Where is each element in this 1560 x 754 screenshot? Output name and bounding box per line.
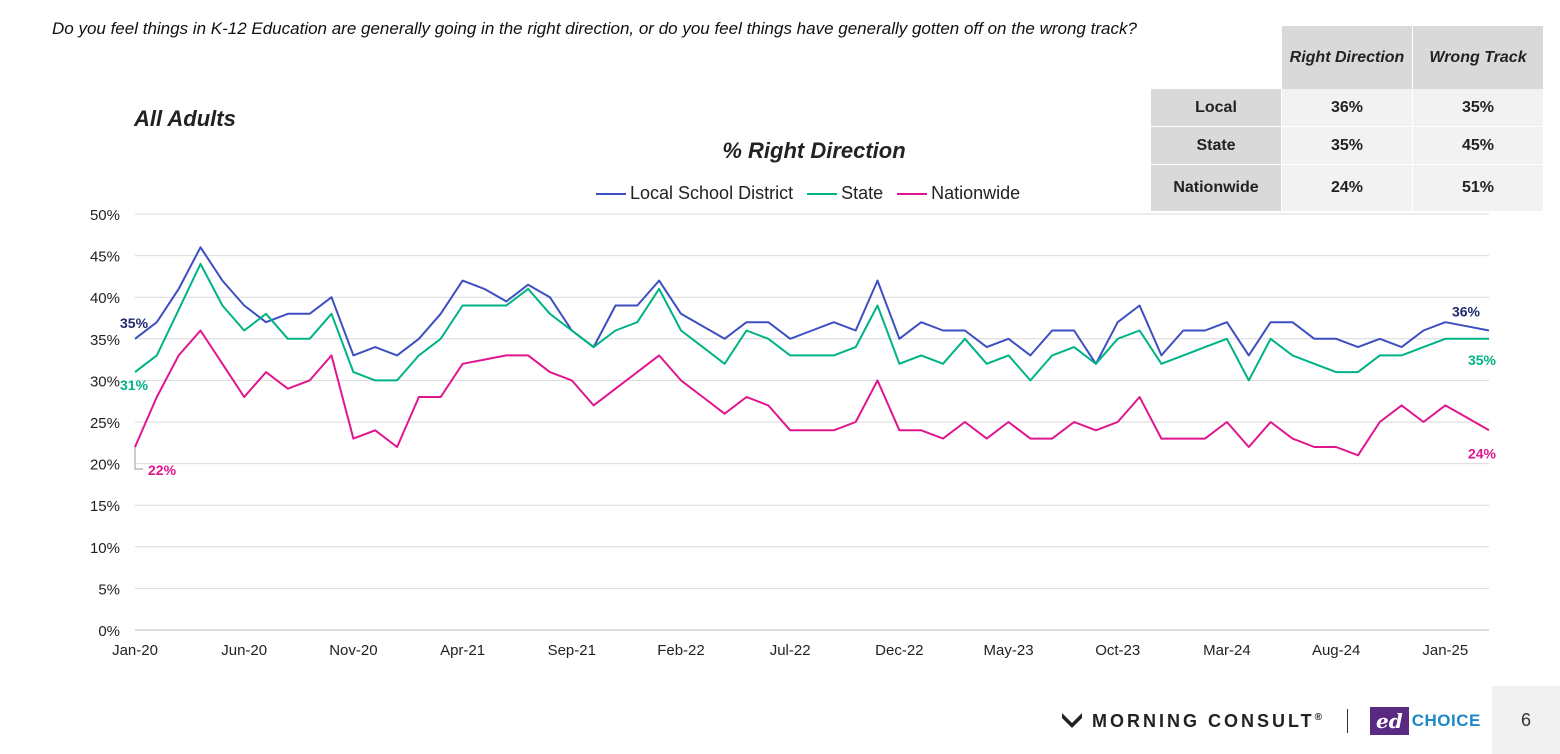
edchoice-wordmark: CHOICE [1411,711,1481,730]
cell-local-right: 36% [1281,89,1412,127]
x-tick-label: Aug-24 [1312,642,1360,659]
header-wrong-track: Wrong Track [1412,26,1543,89]
series-line-0 [134,246,1490,365]
y-tick-label: 45% [90,249,120,266]
summary-corner-cell [1151,26,1281,89]
series-line-1 [134,262,1489,382]
x-tick-label: Apr-21 [440,642,485,659]
x-tick-label: May-23 [984,642,1034,659]
morning-consult-logo-icon [1062,713,1082,728]
legend-swatch-nationwide [897,192,928,195]
cell-nationwide-wrong: 51% [1412,165,1543,212]
legend-swatch-state [807,192,838,195]
x-tick-label: Jan-20 [112,642,158,659]
x-tick-label: Jan-25 [1422,642,1468,659]
legend-label-local: Local School District [630,183,794,203]
morning-consult-wordmark: MORNING CONSULT® [1092,711,1325,732]
end-label-nationwide: 24% [1468,445,1497,461]
cell-state-wrong: 45% [1412,127,1543,165]
x-tick-label: Dec-22 [875,642,923,659]
legend-label-state: State [841,183,884,203]
edchoice-logo: ed CHOICE [1370,707,1481,735]
x-tick-label: Feb-22 [657,642,705,659]
end-label-state: 35% [1468,352,1497,368]
edchoice-ed-mark: ed [1370,707,1409,735]
y-tick-label: 0% [98,623,120,640]
y-tick-label: 35% [90,332,120,349]
x-tick-label: Sep-21 [548,642,596,659]
chart-legend: Local School District State Nationwide [596,183,1020,204]
trademark-mark: ® [1314,711,1326,723]
row-label-state: State [1151,127,1281,165]
x-tick-label: Jun-20 [221,642,267,659]
series-line-2 [134,329,1490,457]
start-label-state: 31% [120,377,149,393]
y-tick-label: 25% [90,415,120,432]
row-label-local: Local [1151,89,1281,127]
y-tick-label: 20% [90,457,120,474]
line-chart: 0%5%10%15%20%25%30%35%40%45%50%Jan-20 Jun… [90,207,1497,659]
y-tick-label: 5% [98,581,120,598]
row-label-nationwide: Nationwide [1151,165,1281,212]
legend-item-local: Local School District [596,183,793,204]
page-number: 6 [1492,686,1560,754]
legend-item-state: State [807,183,883,204]
segment-label: All Adults [134,106,236,131]
y-tick-label: 30% [90,373,120,390]
legend-label-nationwide: Nationwide [931,183,1021,203]
x-tick-label: Mar-24 [1203,642,1251,659]
footer-branding: MORNING CONSULT® ed CHOICE [1060,707,1481,735]
cell-nationwide-right: 24% [1281,165,1412,212]
leader-line-nationwide [134,446,143,470]
summary-table: Right Direction Wrong Track Local 36% 35… [1151,26,1543,212]
chart-title: % Right Direction [722,138,906,163]
end-label-local: 36% [1452,303,1481,319]
y-tick-label: 15% [90,498,120,515]
summary-header-row: Right Direction Wrong Track [1151,26,1543,89]
x-tick-label: Oct-23 [1095,642,1140,659]
y-tick-label: 50% [90,207,120,224]
y-tick-label: 10% [90,540,120,557]
y-tick-label: 40% [90,290,120,307]
summary-row-nationwide: Nationwide 24% 51% [1151,165,1543,212]
footer-divider [1347,709,1349,733]
x-tick-label: Nov-20 [329,642,377,659]
survey-question: Do you feel things in K-12 Education are… [52,19,1137,38]
x-tick-label: Jul-22 [770,642,811,659]
legend-item-nationwide: Nationwide [897,183,1020,204]
start-label-local: 35% [120,315,149,331]
legend-swatch-local [596,192,626,195]
start-label-nationwide: 22% [148,462,177,478]
cell-state-right: 35% [1281,127,1412,165]
morning-consult-brand: MORNING CONSULT [1092,710,1315,731]
summary-row-local: Local 36% 35% [1151,89,1543,127]
cell-local-wrong: 35% [1412,89,1543,127]
summary-row-state: State 35% 45% [1151,127,1543,165]
header-right-direction: Right Direction [1281,26,1412,89]
